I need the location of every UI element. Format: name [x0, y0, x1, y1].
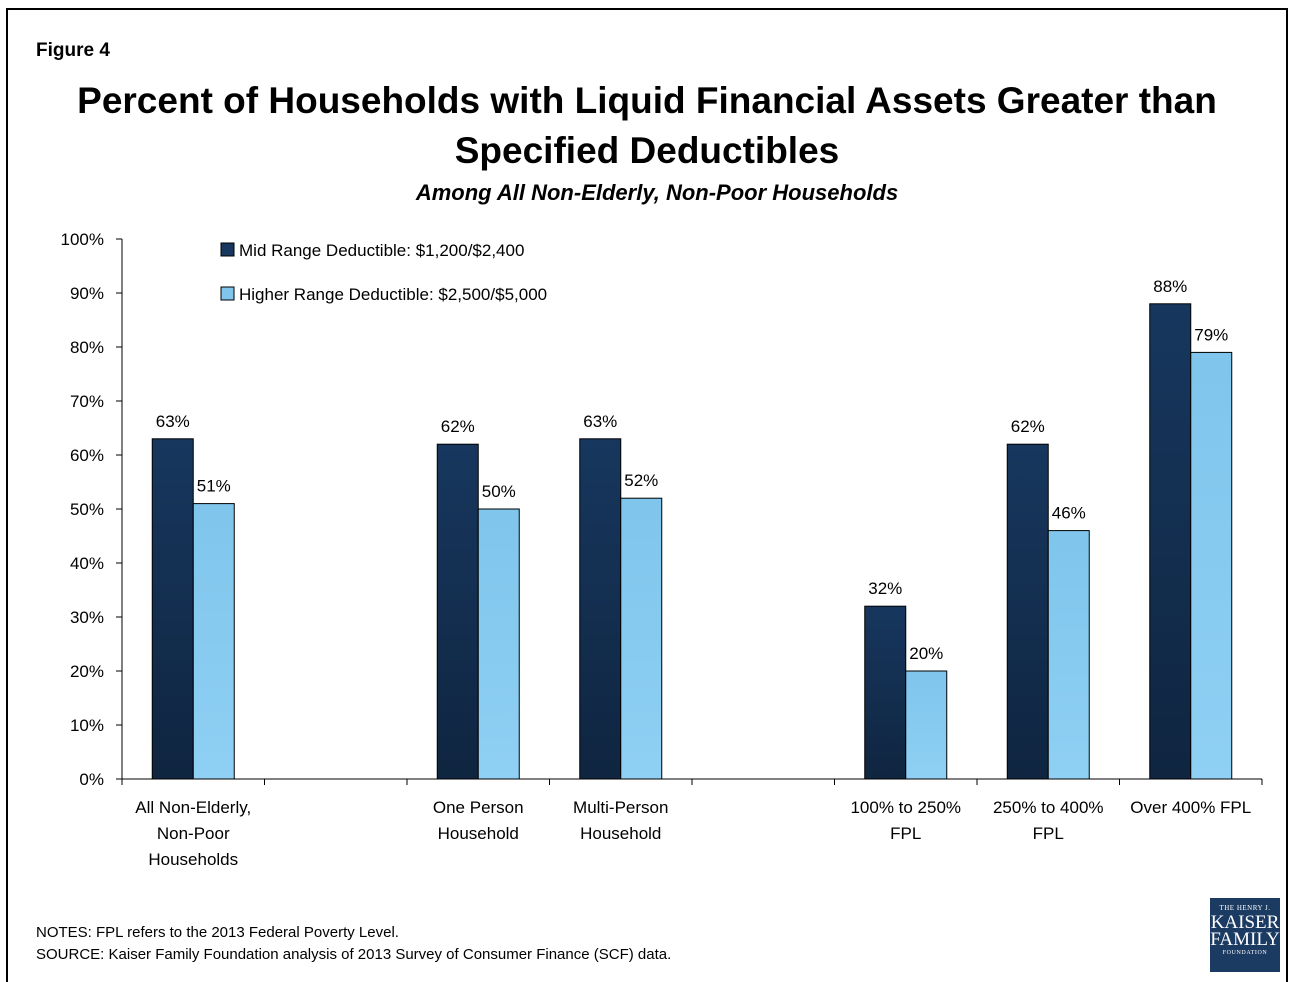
- y-tick-label: 100%: [61, 230, 104, 249]
- y-tick-label: 30%: [70, 608, 104, 627]
- data-label: 51%: [197, 477, 231, 496]
- data-label: 62%: [441, 417, 475, 436]
- bar-higher: [477, 508, 520, 780]
- bar-higher: [1047, 530, 1090, 780]
- x-category-label: 250% to 400%: [993, 798, 1104, 817]
- legend-label: Higher Range Deductible: $2,500/$5,000: [239, 285, 547, 304]
- figure-label: Figure 4: [36, 40, 110, 61]
- x-category-label: Over 400% FPL: [1130, 798, 1251, 817]
- y-tick-label: 90%: [70, 284, 104, 303]
- data-label: 46%: [1052, 504, 1086, 523]
- data-label: 79%: [1194, 325, 1228, 344]
- bar-higher: [192, 503, 235, 780]
- data-label: 20%: [909, 644, 943, 663]
- chart-title-line-1: Percent of Households with Liquid Financ…: [77, 80, 1217, 121]
- bar-mid: [151, 438, 194, 780]
- y-tick-label: 50%: [70, 500, 104, 519]
- bar-mid: [1149, 303, 1192, 780]
- bar-higher: [620, 497, 663, 780]
- data-label: 63%: [583, 412, 617, 431]
- data-label: 52%: [624, 471, 658, 490]
- x-category-label: Multi-Person: [573, 798, 668, 817]
- y-tick-label: 20%: [70, 662, 104, 681]
- y-tick-label: 10%: [70, 716, 104, 735]
- data-label: 88%: [1153, 277, 1187, 296]
- chart-subtitle: Among All Non-Elderly, Non-Poor Househol…: [415, 180, 899, 205]
- x-category-label: FPL: [1033, 824, 1064, 843]
- data-label: 63%: [156, 412, 190, 431]
- legend-label: Mid Range Deductible: $1,200/$2,400: [239, 241, 524, 260]
- x-category-label: 100% to 250%: [850, 798, 961, 817]
- y-tick-label: 70%: [70, 392, 104, 411]
- source-text: SOURCE: Kaiser Family Foundation analysi…: [36, 946, 672, 963]
- logo-line-2: KAISER: [1210, 912, 1280, 933]
- y-tick-label: 0%: [79, 770, 104, 789]
- bar-mid: [1006, 443, 1049, 780]
- data-label: 32%: [868, 579, 902, 598]
- bar-mid: [436, 443, 479, 780]
- x-category-label: Households: [148, 850, 238, 869]
- x-category-label: Household: [580, 824, 661, 843]
- y-tick-label: 40%: [70, 554, 104, 573]
- y-tick-label: 80%: [70, 338, 104, 357]
- notes-text: NOTES: FPL refers to the 2013 Federal Po…: [36, 924, 399, 941]
- x-category-label: One Person: [433, 798, 524, 817]
- x-category-label: Non-Poor: [157, 824, 230, 843]
- logo-line-1: THE HENRY J.: [1219, 904, 1271, 912]
- chart-title: Percent of Households with Liquid Financ…: [0, 76, 1294, 176]
- bar-mid: [864, 605, 907, 780]
- data-label: 62%: [1011, 417, 1045, 436]
- data-label: 50%: [482, 482, 516, 501]
- x-category-label: Household: [438, 824, 519, 843]
- bar-higher: [905, 670, 948, 780]
- y-tick-label: 60%: [70, 446, 104, 465]
- legend-swatch: [220, 242, 235, 257]
- x-category-label: All Non-Elderly,: [135, 798, 251, 817]
- chart-frame: [6, 8, 1288, 982]
- notes-block: NOTES: FPL refers to the 2013 Federal Po…: [36, 922, 671, 966]
- logo-line-3: FAMILY: [1210, 929, 1280, 950]
- x-category-label: FPL: [890, 824, 921, 843]
- kff-logo: THE HENRY J. KAISER FAMILY FOUNDATION: [1210, 898, 1280, 972]
- legend-swatch: [220, 286, 235, 301]
- logo-line-4: FOUNDATION: [1222, 950, 1268, 956]
- bar-mid: [579, 438, 622, 780]
- bar-higher: [1190, 351, 1233, 780]
- chart-title-line-2: Specified Deductibles: [454, 130, 840, 171]
